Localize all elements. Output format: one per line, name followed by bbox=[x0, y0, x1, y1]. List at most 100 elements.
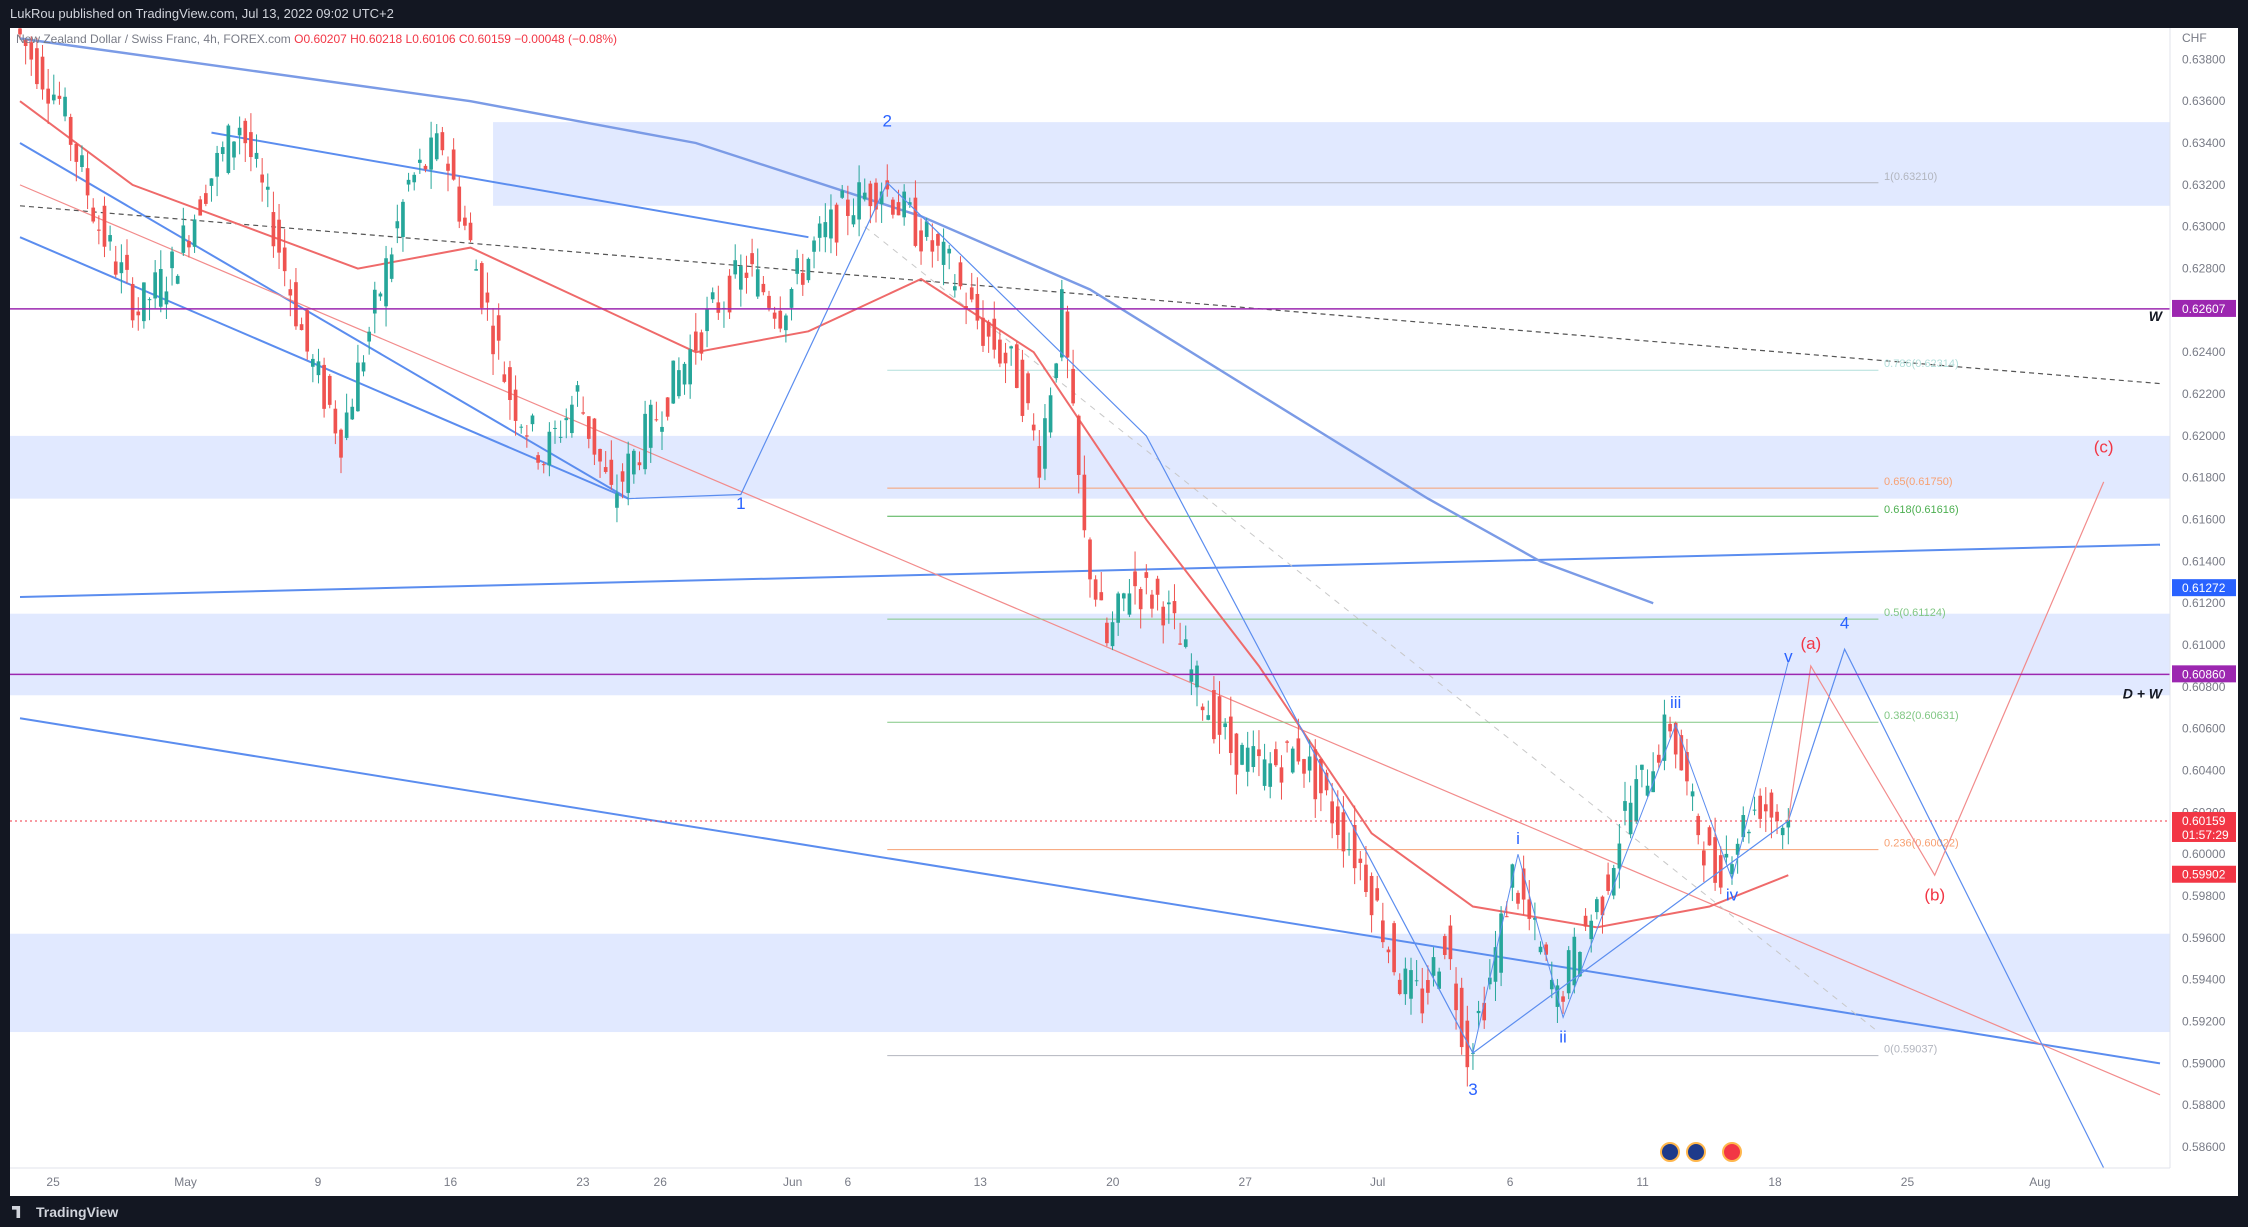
candle-body bbox=[1060, 289, 1064, 358]
supply-demand-zone bbox=[10, 933, 2170, 1033]
candle-body bbox=[795, 258, 799, 274]
candle-body bbox=[192, 219, 197, 247]
candle-body bbox=[1662, 714, 1667, 761]
candle-body bbox=[232, 141, 236, 158]
supply-demand-zone bbox=[493, 122, 2171, 206]
currency-label: CHF bbox=[2182, 31, 2207, 45]
candle-body bbox=[1735, 843, 1740, 855]
candle-body bbox=[226, 125, 231, 173]
fib-level-label: 1(0.63210) bbox=[1884, 171, 1937, 183]
candle-body bbox=[372, 289, 377, 314]
tradingview-logo[interactable]: TradingView bbox=[12, 1204, 118, 1220]
candle-body bbox=[333, 408, 338, 434]
candle-body bbox=[1426, 980, 1430, 993]
economic-event-icon[interactable] bbox=[1660, 1142, 1680, 1162]
candle-body bbox=[1234, 733, 1239, 775]
candle-body bbox=[1679, 735, 1684, 771]
candle-body bbox=[665, 397, 670, 417]
candle-body bbox=[632, 450, 636, 475]
candle-body bbox=[1488, 977, 1492, 985]
candle-body bbox=[953, 286, 957, 291]
candle-body bbox=[153, 272, 157, 299]
y-tick-label: 0.61600 bbox=[2182, 513, 2226, 527]
candle-body bbox=[846, 199, 850, 216]
candle-body bbox=[767, 295, 771, 308]
candle-body bbox=[1623, 801, 1627, 811]
candle-body bbox=[879, 191, 884, 205]
candle-body bbox=[401, 201, 405, 238]
candle-body bbox=[491, 325, 495, 355]
candle-body bbox=[1324, 772, 1329, 791]
economic-event-icon[interactable] bbox=[1686, 1142, 1706, 1162]
candle-body bbox=[85, 168, 90, 196]
candle-body bbox=[778, 310, 783, 329]
candle-body bbox=[164, 291, 169, 305]
candle-body bbox=[654, 419, 659, 421]
wave-label: 2 bbox=[883, 111, 892, 130]
candle-body bbox=[51, 94, 56, 101]
candle-body bbox=[530, 415, 535, 425]
wave-label: v bbox=[1784, 647, 1793, 666]
candle-body bbox=[1442, 936, 1447, 955]
price-axis[interactable] bbox=[2170, 28, 2238, 1196]
candle-body bbox=[1628, 802, 1633, 835]
candle-body bbox=[1702, 850, 1706, 866]
wave-label: iii bbox=[1670, 693, 1681, 712]
y-tick-label: 0.61800 bbox=[2182, 471, 2226, 485]
candle-body bbox=[1476, 1010, 1481, 1014]
candle-body bbox=[1319, 758, 1323, 794]
candle-body bbox=[1730, 864, 1734, 875]
candle-body bbox=[1775, 811, 1779, 822]
candle-body bbox=[739, 266, 743, 290]
candle-body bbox=[1544, 944, 1548, 955]
candle-body bbox=[1251, 746, 1256, 768]
y-tick-label: 0.60400 bbox=[2182, 764, 2226, 778]
candle-body bbox=[125, 254, 129, 270]
brand-name: TradingView bbox=[36, 1204, 119, 1220]
candle-body bbox=[857, 182, 861, 220]
price-chart[interactable]: 1(0.63210) 0.786(0.62314) 0.65(0.61750) 0.6… bbox=[10, 28, 2238, 1196]
candle-body bbox=[1341, 812, 1346, 852]
candle-body bbox=[750, 253, 754, 265]
x-tick-label: 6 bbox=[844, 1175, 851, 1189]
red-trend-line bbox=[19, 184, 2161, 1096]
candle-body bbox=[316, 361, 321, 376]
candle-body bbox=[265, 186, 270, 190]
candle-body bbox=[519, 426, 524, 428]
candle-body bbox=[1189, 669, 1194, 682]
candle-body bbox=[1037, 446, 1042, 478]
abc-correction-path bbox=[1787, 481, 2105, 877]
candle-body bbox=[412, 174, 417, 183]
candle-body bbox=[130, 283, 135, 321]
candle-body bbox=[68, 116, 73, 145]
x-tick-label: May bbox=[174, 1175, 197, 1189]
candle-body bbox=[586, 416, 591, 439]
economic-event-icon[interactable] bbox=[1722, 1142, 1742, 1162]
x-tick-label: 25 bbox=[46, 1175, 60, 1189]
y-tick-label: 0.59800 bbox=[2182, 889, 2226, 903]
candle-body bbox=[1741, 815, 1746, 838]
candle-body bbox=[344, 412, 349, 438]
candle-body bbox=[1668, 723, 1672, 732]
candle-body bbox=[1150, 594, 1154, 609]
x-tick-label: 27 bbox=[1239, 1175, 1253, 1189]
candle-body bbox=[1290, 748, 1295, 773]
candle-body bbox=[1014, 344, 1019, 388]
candle-body bbox=[1206, 715, 1211, 720]
candle-body bbox=[1493, 947, 1498, 982]
price-tag-label: 0.61272 bbox=[2182, 581, 2226, 595]
candle-body bbox=[677, 370, 681, 397]
candle-body bbox=[434, 133, 439, 160]
candle-body bbox=[1240, 744, 1244, 765]
key-level-note: D + W bbox=[2123, 685, 2164, 701]
candle-body bbox=[1369, 875, 1374, 916]
candle-body bbox=[1144, 572, 1149, 578]
candle-body bbox=[772, 312, 777, 319]
candle-body bbox=[1228, 716, 1233, 754]
ma-50-line bbox=[19, 100, 1789, 929]
countdown-label: 01:57:29 bbox=[2182, 828, 2229, 842]
candle-body bbox=[1634, 779, 1639, 822]
candle-body bbox=[964, 306, 968, 310]
candle-body bbox=[479, 263, 484, 308]
candle-body bbox=[902, 191, 906, 218]
